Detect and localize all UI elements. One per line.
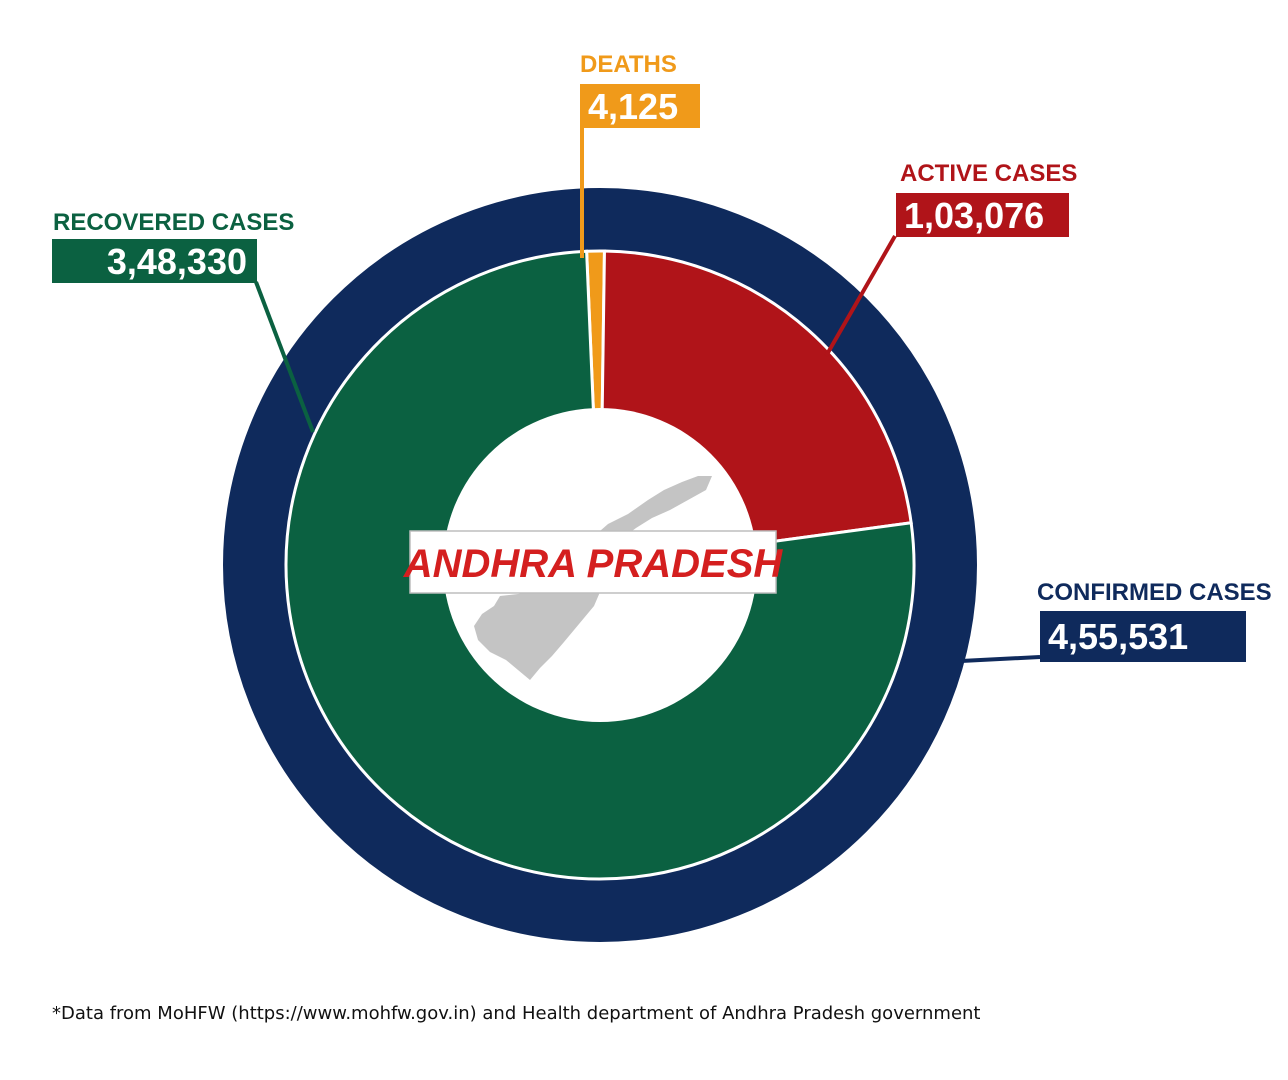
confirmed-value-box [1040,611,1246,662]
deaths-label: DEATHS [580,51,677,78]
recovered-value-box [52,239,257,283]
deaths-value: 4,125 [588,86,678,127]
active-value: 1,03,076 [904,195,1044,236]
active-value-box [896,193,1069,237]
confirmed-value: 4,55,531 [1048,616,1188,657]
active-leader-line [824,235,897,357]
recovered-value: 3,48,330 [107,241,247,282]
center-title: ANDHRA PRADESH [403,542,784,586]
active-label: ACTIVE CASES [900,160,1077,187]
data-source-footnote: *Data from MoHFW (https://www.mohfw.gov.… [52,1003,981,1024]
confirmed-leader-line [960,655,1041,663]
recovered-leader-line [254,281,315,433]
deaths-value-box [580,84,700,128]
confirmed-ring [223,188,977,942]
recovered-label: RECOVERED CASES [53,209,294,236]
center-title-box [409,530,777,594]
confirmed-label: CONFIRMED CASES [1037,579,1272,606]
